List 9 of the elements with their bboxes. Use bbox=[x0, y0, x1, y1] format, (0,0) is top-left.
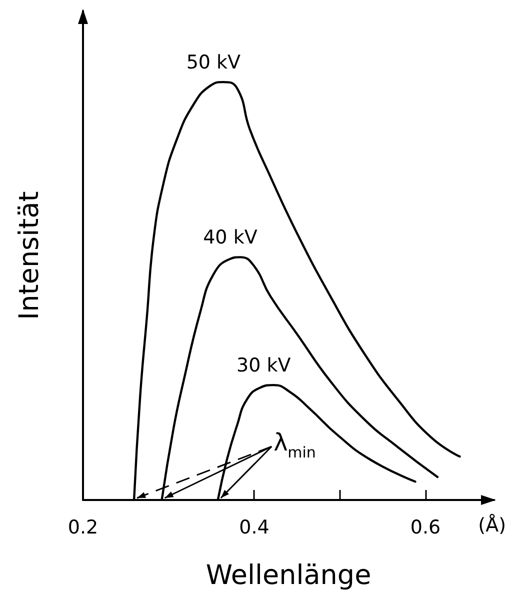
x-tick-label: 0.2 bbox=[68, 516, 98, 538]
x-tick-label: 0.4 bbox=[239, 516, 270, 538]
x-tick-label: 0.6 bbox=[410, 516, 441, 538]
x-axis-title: Wellenlänge bbox=[206, 560, 372, 591]
series-label: 40 kV bbox=[203, 226, 258, 249]
text: (Å) bbox=[478, 514, 506, 536]
y-axis-title: Intensität bbox=[14, 191, 45, 320]
series-label: 30 kV bbox=[236, 354, 291, 377]
series-label: 50 kV bbox=[186, 52, 241, 74]
